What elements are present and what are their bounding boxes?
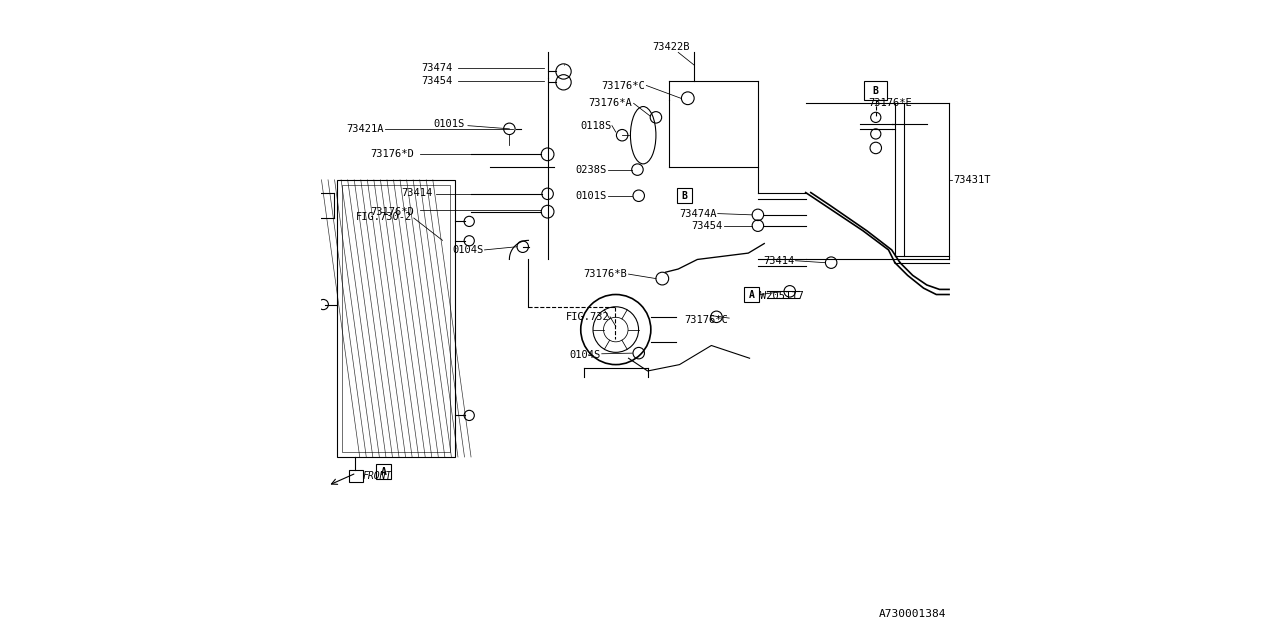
Text: 0104S: 0104S — [570, 350, 600, 360]
Text: B: B — [873, 86, 878, 95]
Text: W205117: W205117 — [760, 291, 804, 301]
Text: A: A — [381, 467, 387, 477]
Text: 73414: 73414 — [402, 188, 433, 198]
Text: 73474A: 73474A — [678, 209, 717, 219]
Text: 73422B: 73422B — [652, 42, 690, 52]
Text: 0104S: 0104S — [453, 245, 484, 255]
Text: FRONT: FRONT — [362, 471, 392, 481]
Text: 73176*A: 73176*A — [589, 99, 632, 108]
Text: FIG.732: FIG.732 — [566, 312, 609, 322]
Text: 73176*B: 73176*B — [584, 269, 627, 279]
Text: 73454: 73454 — [691, 221, 723, 230]
Text: B: B — [682, 191, 687, 201]
Text: 73176*D: 73176*D — [370, 207, 413, 217]
Text: 0118S: 0118S — [580, 121, 612, 131]
Text: A: A — [749, 289, 754, 300]
Text: 73176*C: 73176*C — [685, 315, 728, 325]
Text: 0101S: 0101S — [576, 191, 607, 201]
Text: 73176*E: 73176*E — [868, 99, 911, 108]
Text: 0101S: 0101S — [434, 119, 465, 129]
Text: 73414: 73414 — [763, 256, 794, 266]
Text: 73474: 73474 — [421, 63, 452, 74]
Text: 73454: 73454 — [421, 76, 452, 86]
Text: 73431T: 73431T — [954, 175, 991, 185]
Text: 73176*D: 73176*D — [370, 149, 413, 159]
Text: 73421A: 73421A — [347, 124, 384, 134]
Text: 73176*C: 73176*C — [602, 81, 645, 90]
Text: FIG.730-2: FIG.730-2 — [356, 212, 412, 222]
Text: A730001384: A730001384 — [878, 609, 946, 620]
Text: 0238S: 0238S — [576, 164, 607, 175]
